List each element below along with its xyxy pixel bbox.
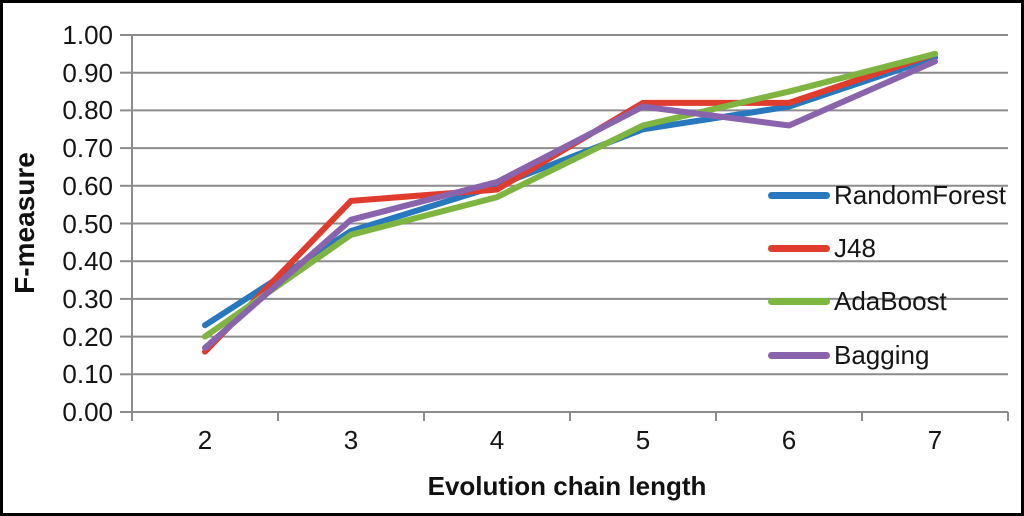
x-tick-label: 5 — [635, 425, 651, 455]
y-tick-label: 0.60 — [62, 170, 113, 201]
y-tick-label: 0.80 — [62, 95, 113, 126]
x-tick-label: 7 — [927, 425, 943, 455]
y-tick-label: 0.70 — [62, 133, 113, 164]
x-tick-label: 2 — [197, 425, 213, 455]
plot-area — [120, 34, 1009, 421]
y-tick-label: 0.10 — [62, 359, 113, 390]
x-tick-label: 4 — [489, 425, 505, 455]
y-tick-label: 1.00 — [62, 20, 113, 50]
y-tick-label: 0.90 — [62, 57, 113, 88]
series-line-bagging — [202, 58, 938, 351]
y-tick-label: 0.00 — [62, 397, 113, 427]
x-axis-title: Evolution chain length — [427, 471, 707, 501]
y-tick-label: 0.30 — [62, 283, 113, 314]
y-tick-label: 0.20 — [62, 321, 113, 352]
series-line-randomforest — [202, 54, 938, 329]
series-line-adaboost — [202, 50, 938, 340]
x-tick-label: 6 — [781, 425, 797, 455]
y-tick-label: 0.50 — [62, 208, 113, 239]
x-tick-label: 3 — [343, 425, 359, 455]
series-line-j48 — [202, 50, 938, 355]
y-tick-label: 0.40 — [62, 246, 113, 277]
